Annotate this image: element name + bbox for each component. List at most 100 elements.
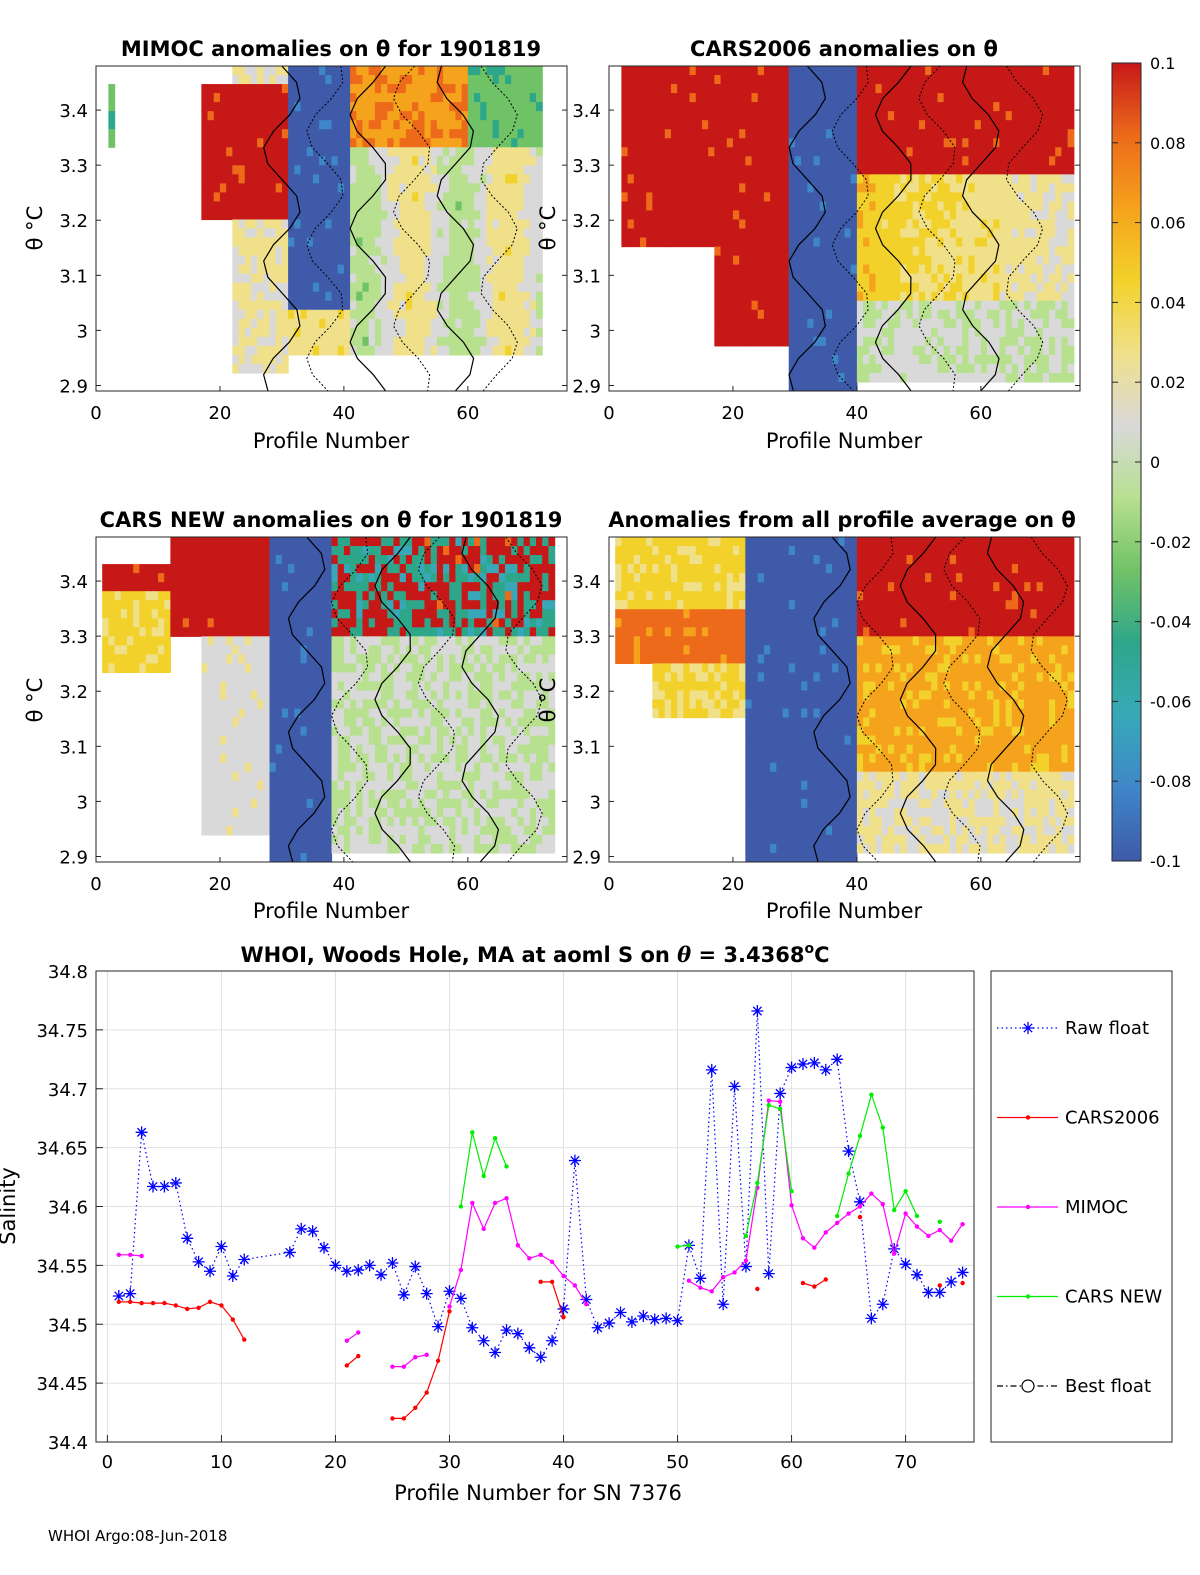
heatmap-cell <box>244 825 252 836</box>
heatmap-cell <box>732 165 740 175</box>
heatmap-cell <box>838 129 846 139</box>
heatmap-cell <box>300 228 308 239</box>
heatmap-cell <box>213 156 221 166</box>
heatmap-cell <box>894 120 901 130</box>
heatmap-cell <box>813 75 821 85</box>
heatmap-cell <box>288 192 295 203</box>
heatmap-cell <box>238 627 246 637</box>
heatmap-cell <box>763 66 771 76</box>
heatmap-cell <box>980 228 988 239</box>
heatmap-cell <box>461 327 469 338</box>
heatmap-cell <box>511 300 519 311</box>
heatmap-cell <box>1061 165 1069 175</box>
heatmap-cell <box>238 699 246 710</box>
heatmap-cell <box>331 582 339 592</box>
heatmap-cell <box>714 147 722 157</box>
heatmap-cell <box>387 66 395 76</box>
heatmap-cell <box>523 282 531 293</box>
heatmap-cell <box>374 309 382 320</box>
heatmap-cell <box>418 237 426 248</box>
heatmap-cell <box>424 201 432 212</box>
heatmap-cell <box>751 228 759 239</box>
heatmap-cell <box>949 201 957 212</box>
heatmap-cell <box>250 93 258 103</box>
heatmap-cell <box>300 618 308 628</box>
heatmap-cell <box>1030 318 1038 329</box>
heatmap-cell <box>739 300 746 311</box>
heatmap-cell <box>356 120 364 130</box>
heatmap-cell <box>788 336 796 347</box>
heatmap-cell <box>1024 102 1032 112</box>
heatmap-cell <box>801 183 808 193</box>
heatmap-cell <box>825 318 833 329</box>
heatmap-cell <box>474 228 481 239</box>
heatmap-cell <box>1049 129 1056 139</box>
heatmap-cell <box>968 354 976 365</box>
heatmap-cell <box>157 645 165 655</box>
heatmap-cell <box>288 654 295 664</box>
heatmap-cell <box>825 237 833 248</box>
heatmap-cell <box>244 84 252 94</box>
heatmap-cells <box>102 537 556 862</box>
heatmap-cell <box>232 183 240 193</box>
heatmap-cell <box>480 183 488 193</box>
heatmap-cell <box>126 618 134 628</box>
heatmap-cell <box>250 591 258 601</box>
heatmap-cell <box>306 735 314 746</box>
heatmap-cell <box>263 762 271 773</box>
heatmap-cell <box>244 237 252 248</box>
heatmap-cell <box>275 825 283 836</box>
heatmap-cell <box>850 210 858 221</box>
heatmap-cell <box>517 129 525 139</box>
heatmap-cell <box>1005 246 1013 257</box>
heatmap-cell <box>288 573 295 583</box>
heatmap-cell <box>306 219 314 230</box>
x-ticks: 0 20 40 60 <box>603 386 992 424</box>
heatmap-cell <box>931 120 939 130</box>
heatmap-cell <box>1067 273 1075 284</box>
heatmap-cell <box>300 336 308 347</box>
heatmap-cell <box>900 327 908 338</box>
heatmap-cell <box>244 564 252 574</box>
heatmap-cell <box>1024 174 1032 184</box>
heatmap-cell <box>238 537 246 547</box>
heatmap-cell <box>362 336 370 347</box>
heatmap-cell <box>443 273 450 284</box>
heatmap-cell <box>232 336 240 347</box>
heatmap-cell <box>306 273 314 284</box>
heatmap-cell <box>751 147 759 157</box>
heatmap-cell <box>677 120 684 130</box>
x-tick-label: 20 <box>721 403 744 424</box>
heatmap-cell <box>732 111 740 121</box>
heatmap-cell <box>362 327 370 338</box>
heatmap-cell <box>312 219 320 230</box>
heatmap-cell <box>201 771 209 782</box>
heatmap-cell <box>813 165 821 175</box>
heatmap-cell <box>529 219 537 230</box>
heatmap-cell <box>832 318 839 329</box>
heatmap-cell <box>881 138 889 148</box>
heatmap-cell <box>108 582 116 592</box>
heatmap-cell <box>863 75 870 85</box>
heatmap-cell <box>782 84 790 94</box>
heatmap-cell <box>455 273 463 284</box>
heatmap-cell <box>474 192 481 203</box>
heatmap-cell <box>652 75 660 85</box>
heatmap-cell <box>906 309 914 320</box>
heatmap-cell <box>900 237 908 248</box>
heatmap-cell <box>993 372 1001 383</box>
heatmap-cell <box>455 210 463 221</box>
heatmap-cell <box>244 273 252 284</box>
heatmap-cell <box>213 102 221 112</box>
heatmap-cell <box>732 156 740 166</box>
heatmap-cell <box>881 66 889 76</box>
heatmap-cell <box>993 255 1001 266</box>
heatmap-cell <box>701 210 709 221</box>
heatmap-cell <box>770 129 777 139</box>
heatmap-cell <box>962 336 970 347</box>
heatmap-cell <box>213 627 221 637</box>
heatmap-cell <box>937 282 945 293</box>
heatmap-cell <box>689 147 697 157</box>
heatmap-cell <box>732 273 740 284</box>
heatmap-cell <box>856 93 864 103</box>
